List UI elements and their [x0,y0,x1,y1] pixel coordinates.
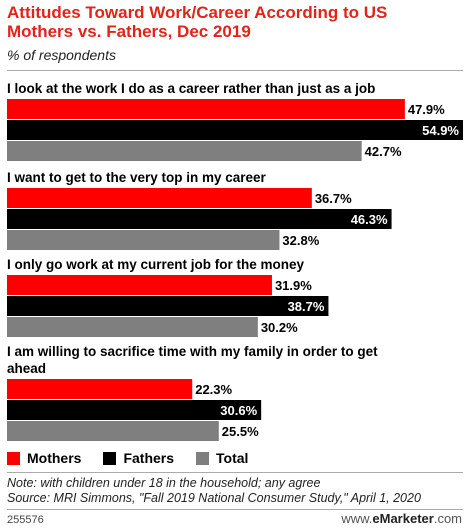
value-label-total-2: 32.8% [282,233,319,248]
bar-mothers-3 [7,275,272,295]
legend-label-total: Total [216,450,249,466]
bar-mothers-4 [7,379,193,399]
value-label-total-4: 25.5% [222,424,259,439]
bar-fathers-1 [7,120,463,140]
value-label-fathers-1: 54.9% [422,123,459,138]
category-label-3: I only go work at my current job for the… [7,257,305,272]
category-label-2: I want to get to the very top in my care… [7,170,267,185]
bar-fathers-4 [7,400,262,420]
legend: Mothers Fathers Total [7,450,248,466]
bar-total-4 [7,421,219,441]
bar-mothers-1 [7,99,405,119]
note-text: Note: with children under 18 in the hous… [7,476,321,490]
chart-subtitle: % of respondents [7,47,116,63]
bar-chart: I look at the work I do as a career rath… [7,81,463,441]
chart-title: Attitudes Toward Work/Career According t… [7,3,388,41]
legend-swatch-total [196,451,210,465]
legend-item-mothers: Mothers [7,450,81,466]
value-label-mothers-1: 47.9% [408,102,445,117]
category-label-1: I look at the work I do as a career rath… [7,81,375,96]
value-label-mothers-2: 36.7% [315,191,352,206]
legend-swatch-mothers [7,451,20,465]
bar-mothers-2 [7,188,312,208]
category-label-4: I am willing to sacrifice time with my f… [7,344,378,376]
legend-label-fathers: Fathers [123,450,175,466]
value-label-fathers-3: 38.7% [288,299,325,314]
brand-link[interactable]: www.eMarketer.com [341,511,462,526]
value-label-total-1: 42.7% [365,144,402,159]
value-label-mothers-3: 31.9% [275,278,312,293]
chart-id: 255576 [7,514,44,526]
bar-total-1 [7,141,362,161]
bar-fathers-3 [7,296,329,316]
brand-name: eMarketer [372,511,434,526]
legend-item-total: Total [196,450,248,466]
bottom-divider [7,472,463,473]
bar-total-3 [7,317,258,337]
value-label-total-3: 30.2% [261,320,298,335]
footnote: Note: with children under 18 in the hous… [7,476,467,506]
legend-swatch-fathers [103,451,117,465]
legend-label-mothers: Mothers [27,450,82,466]
value-label-mothers-4: 22.3% [195,382,232,397]
bar-fathers-2 [7,209,392,229]
bar-total-2 [7,230,280,250]
value-label-fathers-4: 30.6% [220,403,257,418]
brand-suffix: .com [433,511,462,526]
value-label-fathers-2: 46.3% [351,212,388,227]
top-divider [7,70,463,71]
brand-prefix: www. [341,511,373,526]
legend-item-fathers: Fathers [103,450,174,466]
footer-divider [7,509,463,510]
source-text: Source: MRI Simmons, "Fall 2019 National… [7,491,421,505]
